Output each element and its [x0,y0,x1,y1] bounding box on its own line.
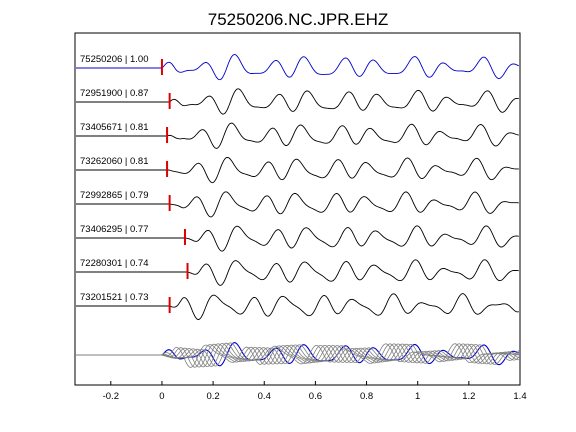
trace-line [76,191,519,218]
x-tick-label: 0.6 [309,391,322,402]
chart-title: 75250206.NC.JPR.EHZ [208,10,388,29]
trace: 73262060 | 0.81 [76,156,519,184]
trace: 72992865 | 0.79 [76,190,519,218]
trace: 73405671 | 0.81 [76,122,519,149]
trace: 73406295 | 0.77 [76,224,519,252]
x-tick-label: 0.8 [360,391,373,402]
stack-overlay [76,342,520,368]
trace-label: 73201521 | 0.73 [80,292,149,303]
x-tick-label: 1 [415,391,420,402]
trace-group: 75250206 | 1.00 72951900 | 0.87 73405671 |… [76,54,520,321]
trace: 73201521 | 0.73 [76,292,519,321]
trace-label: 73262060 | 0.81 [80,156,149,167]
trace: 72951900 | 0.87 [76,88,519,115]
x-axis: -0.2 0 0.2 0.4 0.6 0.8 1 1.2 1.4 [103,381,527,402]
x-tick-label: 0 [159,391,164,402]
trace-label: 72280301 | 0.74 [80,258,149,269]
trace: 75250206 | 1.00 [76,54,520,81]
stack-line [76,343,520,368]
x-tick-label: -0.2 [103,391,119,402]
trace-label: 73406295 | 0.77 [80,224,149,235]
trace: 72280301 | 0.74 [76,258,519,286]
x-tick-label: 1.4 [513,391,526,402]
x-tick-label: 0.4 [258,391,271,402]
trace-label: 72992865 | 0.79 [80,190,149,201]
trace-label: 75250206 | 1.00 [80,54,149,65]
trace-label: 72951900 | 0.87 [80,88,149,99]
plot-frame [74,32,521,386]
trace-line [76,259,519,286]
x-tick-label: 1.2 [462,391,475,402]
trace-line [76,54,520,81]
trace-line [76,122,519,149]
trace-line [76,156,519,184]
x-tick-label: 0.2 [206,391,219,402]
trace-line [76,225,519,252]
trace-line [76,293,519,321]
trace-line [76,88,519,115]
trace-label: 73405671 | 0.81 [80,122,149,133]
